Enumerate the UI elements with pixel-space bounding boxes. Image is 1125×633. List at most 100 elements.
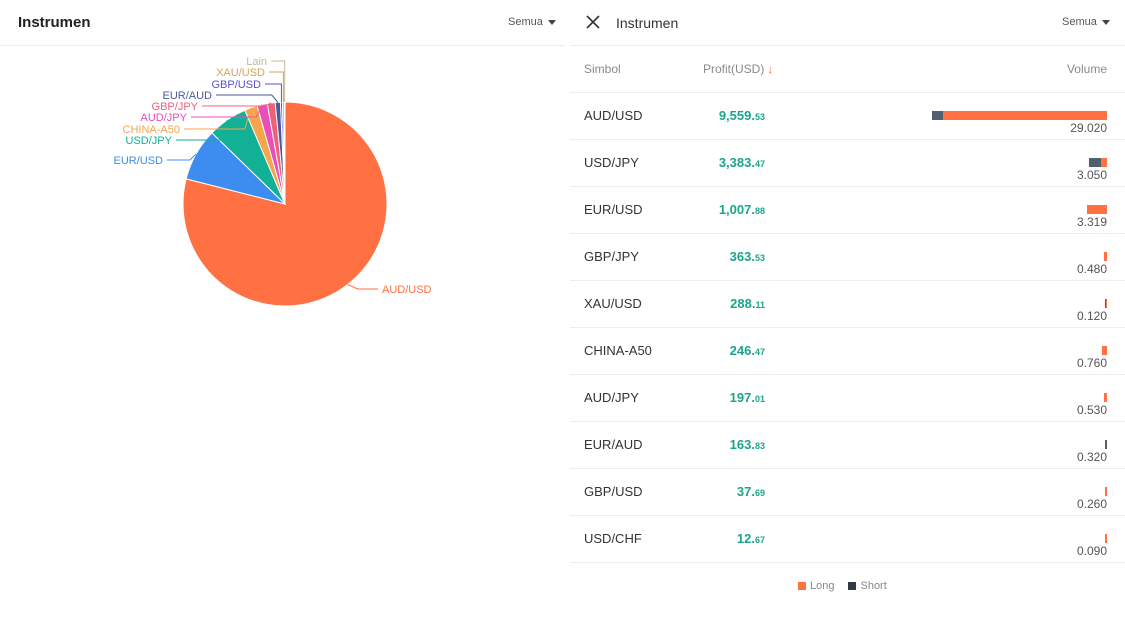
volume-bar [1103, 393, 1107, 402]
row-symbol: XAU/USD [584, 296, 642, 311]
pie-label: EUR/AUD [162, 90, 212, 102]
table-row[interactable]: USD/CHF 12.67 0.090 [570, 516, 1125, 563]
pie-label: CHINA-A50 [123, 124, 180, 136]
row-volume: 0.480 [1076, 262, 1107, 276]
row-profit-decimal: 53 [754, 112, 765, 122]
pie-label: GBP/JPY [152, 101, 199, 113]
row-profit-integer: 37. [736, 484, 755, 499]
row-volume: 3.050 [1076, 168, 1107, 182]
row-profit-decimal: 67 [754, 535, 765, 545]
volume-bar [1102, 346, 1107, 355]
row-volume: 0.320 [1076, 450, 1107, 464]
pie-slice-aud-usd[interactable] [182, 101, 388, 307]
profit-pie-chart: AUD/USDEUR/USDUSD/JPYCHINA-A50AUD/JPYGBP… [113, 56, 432, 307]
volume-bar [932, 111, 1107, 120]
row-profit-integer: 163. [729, 437, 755, 452]
volume-bar-long [1106, 299, 1107, 308]
row-symbol: EUR/USD [584, 202, 643, 217]
pie-label-line [191, 104, 263, 118]
row-volume: 0.090 [1076, 544, 1107, 558]
instrument-table-panel: Instrumen Semua Simbol Profit(USD) ↓ Volu… [570, 0, 1125, 633]
row-profit: 3,383.47 [719, 155, 765, 170]
table-row[interactable]: AUD/JPY 197.01 0.530 [570, 375, 1125, 422]
pie-label: AUD/USD [382, 284, 432, 296]
pie-label-line [269, 71, 284, 103]
row-volume: 29.020 [1070, 121, 1107, 135]
table-row[interactable]: GBP/USD 37.69 0.260 [570, 469, 1125, 516]
table-row[interactable]: GBP/JPY 363.53 0.480 [570, 234, 1125, 281]
row-profit-decimal: 47 [754, 159, 765, 169]
pie-label: XAU/USD [216, 67, 265, 79]
volume-bar-short [932, 111, 943, 120]
table-row[interactable]: CHINA-A50 246.47 0.760 [570, 328, 1125, 375]
volume-bar-long [1103, 393, 1107, 402]
volume-bar-long [1101, 158, 1107, 167]
chart-filter-dropdown[interactable]: Semua [508, 16, 556, 28]
row-profit-decimal: 88 [754, 206, 765, 216]
row-symbol: AUD/JPY [584, 390, 639, 405]
pie-label-line [271, 60, 286, 103]
chart-filter-label: Semua [508, 16, 543, 28]
table-row[interactable]: AUD/USD 9,559.53 29.020 [570, 93, 1125, 140]
short-swatch-icon [848, 582, 857, 590]
row-volume: 0.260 [1076, 497, 1107, 511]
table-row[interactable]: XAU/USD 288.11 0.120 [570, 281, 1125, 328]
volume-bar [1105, 534, 1107, 543]
pie-label: GBP/USD [211, 79, 261, 91]
row-profit-decimal: 83 [754, 441, 765, 451]
row-profit-integer: 12. [736, 531, 755, 546]
caret-down-icon [1101, 19, 1110, 25]
pie-label-line [347, 284, 378, 290]
row-profit-decimal: 53 [754, 253, 765, 263]
row-profit-decimal: 11 [755, 300, 765, 310]
row-profit-integer: 3,383. [718, 155, 755, 170]
close-icon[interactable] [584, 13, 602, 31]
column-header-symbol: Simbol [584, 62, 621, 76]
legend-item-long[interactable]: Long [798, 580, 834, 592]
pie-label-line [216, 94, 279, 103]
long-swatch-icon [798, 582, 806, 590]
pie-slice-lain[interactable] [283, 101, 286, 205]
row-volume: 0.120 [1076, 309, 1107, 323]
row-symbol: USD/JPY [584, 155, 639, 170]
pie-label: EUR/USD [113, 155, 163, 167]
row-profit-integer: 363. [729, 249, 755, 264]
volume-bar [1088, 158, 1107, 167]
table-row[interactable]: EUR/AUD 163.83 0.320 [570, 422, 1125, 469]
row-volume: 3.319 [1076, 215, 1107, 229]
row-profit-integer: 246. [729, 343, 755, 358]
pie-label: USD/JPY [126, 135, 173, 147]
instrument-chart-panel: Instrumen Semua AUD/USD EUR/USD USD/JPY CHI… [0, 0, 565, 307]
volume-bar-long [1104, 252, 1107, 261]
table-header: Simbol Profit(USD) ↓ Volume [570, 46, 1125, 93]
table-panel-title: Instrumen [616, 15, 679, 31]
table-row[interactable]: EUR/USD 1,007.88 3.319 [570, 187, 1125, 234]
volume-bar-short [1105, 440, 1107, 449]
row-profit-integer: 1,007. [718, 202, 755, 217]
legend-label-long: Long [810, 580, 835, 592]
row-profit: 363.53 [730, 249, 765, 264]
table-filter-dropdown[interactable]: Semua [1062, 16, 1110, 28]
volume-bar-long [942, 111, 1107, 120]
row-symbol: AUD/USD [584, 108, 643, 123]
volume-bar [1086, 205, 1107, 214]
table-row[interactable]: USD/JPY 3,383.47 3.050 [570, 140, 1125, 187]
chart-panel-header: Instrumen Semua [0, 0, 565, 46]
pie-label-line [167, 153, 197, 161]
row-profit: 163.83 [730, 437, 765, 452]
caret-down-icon [547, 19, 556, 25]
legend-item-short[interactable]: Short [848, 580, 887, 592]
row-profit-integer: 197. [729, 390, 755, 405]
pie-label: AUD/JPY [141, 112, 188, 124]
row-volume: 0.530 [1076, 403, 1107, 417]
volume-bar-long [1086, 205, 1107, 214]
volume-bar [1105, 440, 1107, 449]
volume-bar-long [1102, 346, 1107, 355]
row-symbol: USD/CHF [584, 531, 642, 546]
column-header-profit[interactable]: Profit(USD) ↓ [703, 62, 773, 76]
row-profit: 1,007.88 [719, 202, 765, 217]
table-filter-label: Semua [1062, 16, 1097, 28]
row-symbol: EUR/AUD [584, 437, 643, 452]
row-profit-integer: 9,559. [718, 108, 755, 123]
pie-label-line [176, 119, 228, 141]
